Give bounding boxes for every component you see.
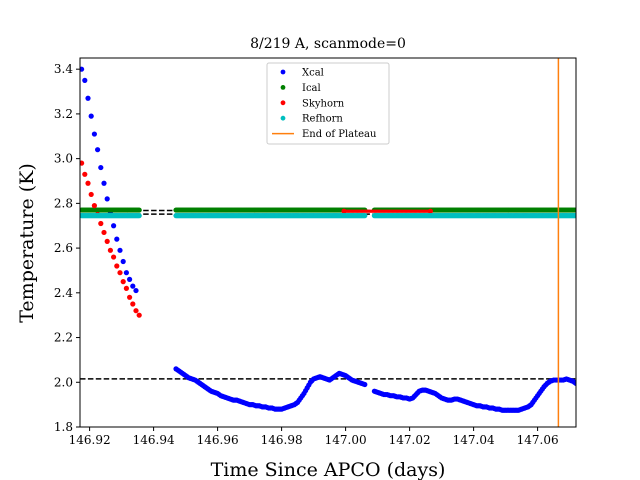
legend-swatch <box>280 85 286 90</box>
legend-item: Refhorn <box>280 114 343 125</box>
legend-label: End of Plateau <box>302 129 377 140</box>
chart-title: 8/219 A, scanmode=0 <box>250 36 406 52</box>
data-point <box>136 213 142 219</box>
plot-frame <box>79 57 577 428</box>
series-xcal <box>80 66 576 413</box>
x-axis-title: Time Since APCO (days) <box>211 459 446 480</box>
data-point <box>80 160 85 166</box>
legend-box <box>266 62 390 145</box>
x-tick-label: 147.00 <box>325 433 367 447</box>
data-point <box>127 294 133 300</box>
legend-item: Skyhorn <box>280 98 345 109</box>
legend-label: Refhorn <box>302 114 343 125</box>
y-axis-title: Temperature (K) <box>16 163 38 323</box>
data-point <box>104 196 110 202</box>
y-tick-label: 2.0 <box>54 375 73 389</box>
x-tick-label: 147.02 <box>389 433 431 447</box>
x-tick-label: 147.04 <box>453 433 495 447</box>
y-tick-label: 2.6 <box>54 241 73 255</box>
data-point <box>82 171 88 177</box>
legend-swatch <box>280 69 286 75</box>
legend-item: Xcal <box>280 68 324 79</box>
data-point <box>80 66 85 72</box>
data-point <box>136 207 142 213</box>
data-point <box>130 283 136 289</box>
data-point <box>98 220 104 227</box>
data-point <box>573 207 576 213</box>
data-point <box>95 147 101 153</box>
data-point <box>130 301 136 307</box>
y-tick-label: 2.4 <box>54 286 73 300</box>
data-point <box>114 236 120 242</box>
x-tick-label: 146.98 <box>261 433 303 447</box>
data-point <box>362 213 368 219</box>
data-point <box>98 164 104 171</box>
y-tick-label: 3.2 <box>54 107 73 121</box>
data-point <box>120 258 126 265</box>
data-point <box>101 180 107 186</box>
data-point <box>85 95 91 101</box>
data-point <box>88 113 94 119</box>
y-tick-label: 2.2 <box>54 331 73 345</box>
x-tick-label: 146.92 <box>69 433 111 447</box>
data-point <box>91 131 97 137</box>
series-refhorn <box>80 213 576 219</box>
data-point <box>123 285 129 291</box>
data-point <box>111 223 117 229</box>
data-point <box>120 279 126 285</box>
data-point <box>85 180 91 186</box>
data-point <box>117 247 123 253</box>
plot-content <box>80 58 576 427</box>
data-point <box>362 381 368 388</box>
legend-swatch <box>280 115 286 121</box>
data-point <box>573 213 576 219</box>
data-point <box>427 208 433 214</box>
x-tick-label: 146.94 <box>133 433 175 447</box>
y-tick-label: 3.4 <box>54 62 73 76</box>
legend-swatch <box>280 100 286 106</box>
data-point <box>82 77 88 83</box>
legend: Xcal Ical Skyhorn Refhorn End of Plateau <box>266 62 390 145</box>
data-point <box>114 263 120 269</box>
data-point <box>104 238 110 244</box>
legend-item: Ical <box>280 83 321 94</box>
data-point <box>91 203 97 209</box>
data-point <box>123 270 129 276</box>
data-point <box>111 254 117 260</box>
data-point <box>133 308 139 314</box>
data-point <box>117 270 123 276</box>
data-point <box>127 276 133 282</box>
x-tick-label: 147.06 <box>517 433 559 447</box>
data-point <box>88 191 94 198</box>
legend-item: End of Plateau <box>272 129 377 140</box>
data-point <box>107 247 113 253</box>
axes: 146.92 146.94 146.96 146.98 147.00 147.02 147.… <box>54 57 577 447</box>
data-point <box>573 380 576 386</box>
x-tick-label: 146.96 <box>197 433 239 447</box>
y-tick-label: 3.0 <box>54 152 73 166</box>
series-ical <box>80 207 576 213</box>
legend-label: Xcal <box>302 68 324 79</box>
legend-label: Ical <box>302 83 321 94</box>
plot-area <box>80 58 576 427</box>
data-point <box>101 229 107 236</box>
y-tick-label: 2.8 <box>54 196 73 210</box>
legend-label: Skyhorn <box>302 98 345 109</box>
y-tick-label: 1.8 <box>54 420 73 434</box>
data-point <box>133 287 139 294</box>
series-skyhorn <box>80 160 433 318</box>
data-point <box>136 312 142 318</box>
